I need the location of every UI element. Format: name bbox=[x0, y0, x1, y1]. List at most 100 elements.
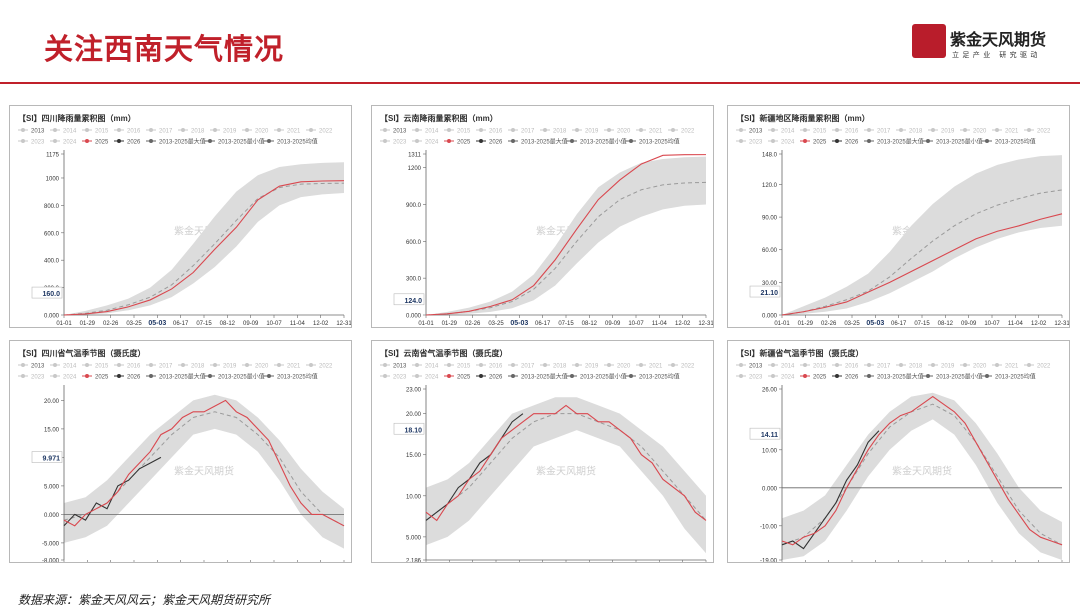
legend-label: 2023 bbox=[393, 140, 407, 146]
legend-marker bbox=[739, 128, 743, 132]
legend-label: 2013-2025均值 bbox=[639, 373, 680, 381]
legend-marker bbox=[383, 139, 387, 143]
legend-marker bbox=[447, 363, 451, 367]
legend-label: 2014 bbox=[63, 129, 77, 135]
legend-marker bbox=[1027, 128, 1031, 132]
legend-marker bbox=[803, 374, 807, 378]
legend-label: 2016 bbox=[127, 129, 141, 135]
y-tick-label: 600.0 bbox=[406, 240, 422, 246]
x-tick-label: 10-07 bbox=[628, 321, 644, 327]
avg-line bbox=[63, 182, 345, 316]
legend-label: 2023 bbox=[749, 140, 763, 146]
legend-label: 2013-2025均值 bbox=[995, 373, 1036, 381]
legend-label: 2021 bbox=[287, 364, 301, 370]
data-source-footer: 数据来源：紫金天风风云；紫金天风期货研究所 bbox=[18, 593, 271, 607]
legend-label: 2013-2025最小值 bbox=[218, 138, 265, 146]
legend-label: 2018 bbox=[909, 364, 923, 370]
legend-marker bbox=[899, 128, 903, 132]
legend-marker bbox=[21, 363, 25, 367]
y-tick-label: 2.186 bbox=[406, 559, 422, 564]
legend-label: 2020 bbox=[617, 364, 631, 370]
avg-line bbox=[425, 413, 707, 521]
y-marker-label: 124.0 bbox=[404, 298, 422, 305]
legend-label: 2021 bbox=[649, 364, 663, 370]
legend-marker bbox=[208, 374, 212, 378]
max-min-band bbox=[782, 155, 1062, 315]
x-tick-label: 09-09 bbox=[961, 321, 977, 327]
x-tick-label: 01-29 bbox=[442, 321, 458, 327]
x-tick-label: 10-07 bbox=[266, 321, 282, 327]
x-tick-label: 07-15 bbox=[196, 321, 212, 327]
legend-marker bbox=[771, 374, 775, 378]
legend-marker bbox=[867, 363, 871, 367]
y-tick-label: 5.000 bbox=[44, 484, 60, 490]
legend-marker bbox=[607, 363, 611, 367]
brand-logo-icon bbox=[912, 24, 946, 58]
legend-marker bbox=[383, 374, 387, 378]
legend-label: 2024 bbox=[63, 375, 77, 381]
y-marker-label: 160.0 bbox=[42, 291, 60, 298]
legend-marker bbox=[543, 128, 547, 132]
legend-marker bbox=[771, 363, 775, 367]
x-tick-label: 03-25 bbox=[126, 321, 142, 327]
legend-label: 2015 bbox=[457, 129, 471, 135]
chart-title: 【SI】云南省气温季节图（摄氏度） bbox=[380, 348, 508, 358]
x-tick-label: 09-09 bbox=[605, 321, 621, 327]
legend-label: 2013-2025均值 bbox=[277, 373, 318, 381]
legend-label: 2023 bbox=[393, 375, 407, 381]
legend-marker bbox=[639, 128, 643, 132]
legend: 2013 2014 2015 2016 2017 2018 2019 2020 2021 2022… bbox=[736, 128, 1051, 146]
legend-marker bbox=[208, 139, 212, 143]
legend-label: 2018 bbox=[191, 129, 205, 135]
legend-marker bbox=[995, 363, 999, 367]
x-tick-label: 07-15 bbox=[914, 321, 930, 327]
legend-marker bbox=[543, 363, 547, 367]
y-marker-label: 21.10 bbox=[760, 290, 778, 297]
legend-label: 2016 bbox=[845, 129, 859, 135]
x-tick-label: 09-09 bbox=[243, 321, 259, 327]
x-tick-label: 12-02 bbox=[675, 321, 691, 327]
legend-marker bbox=[53, 139, 57, 143]
legend-marker bbox=[867, 374, 871, 378]
y-tick-label: -8.000 bbox=[42, 559, 60, 564]
legend-label: 2026 bbox=[845, 375, 859, 381]
legend-marker bbox=[511, 363, 515, 367]
legend-label: 2025 bbox=[813, 375, 827, 381]
y-marker-label: 14.11 bbox=[761, 432, 778, 439]
legend-marker bbox=[926, 139, 930, 143]
legend-marker bbox=[415, 139, 419, 143]
y-marker-label: 18.10 bbox=[404, 427, 422, 434]
legend-label: 2025 bbox=[813, 140, 827, 146]
y-tick-label: 1311 bbox=[408, 153, 422, 159]
x-tick-label: 03-25 bbox=[844, 321, 860, 327]
legend-label: 2013 bbox=[31, 129, 45, 135]
legend-label: 2013-2025最小值 bbox=[580, 138, 627, 146]
legend-marker bbox=[739, 363, 743, 367]
legend-label: 2016 bbox=[489, 129, 503, 135]
y-tick-label: 5.000 bbox=[406, 535, 422, 541]
legend-label: 2016 bbox=[845, 364, 859, 370]
legend-label: 2013-2025最大值 bbox=[521, 138, 568, 146]
legend-label: 2015 bbox=[95, 364, 109, 370]
legend-marker bbox=[1027, 363, 1031, 367]
legend-marker bbox=[21, 139, 25, 143]
legend-marker bbox=[213, 128, 217, 132]
legend-label: 2013 bbox=[749, 129, 763, 135]
legend-marker bbox=[21, 374, 25, 378]
legend-marker bbox=[181, 363, 185, 367]
legend-marker bbox=[447, 139, 451, 143]
legend-label: 2022 bbox=[681, 129, 695, 135]
y-tick-label: 26.00 bbox=[762, 388, 778, 394]
legend-marker bbox=[985, 139, 989, 143]
legend-label: 2013-2025最大值 bbox=[521, 373, 568, 381]
y-tick-label: 20.00 bbox=[44, 399, 60, 405]
legend-marker bbox=[479, 128, 483, 132]
legend-label: 2018 bbox=[553, 129, 567, 135]
legend-marker bbox=[53, 363, 57, 367]
legend-label: 2017 bbox=[521, 364, 535, 370]
legend-label: 2021 bbox=[1005, 129, 1019, 135]
chart-title: 【SI】四川降雨量累积图（mm） bbox=[18, 113, 136, 123]
chart-svg-5: 【SI】云南省气温季节图（摄氏度）2013 2014 2015 2016 2017 201… bbox=[380, 348, 707, 564]
legend-marker bbox=[85, 128, 89, 132]
legend-marker bbox=[277, 363, 281, 367]
